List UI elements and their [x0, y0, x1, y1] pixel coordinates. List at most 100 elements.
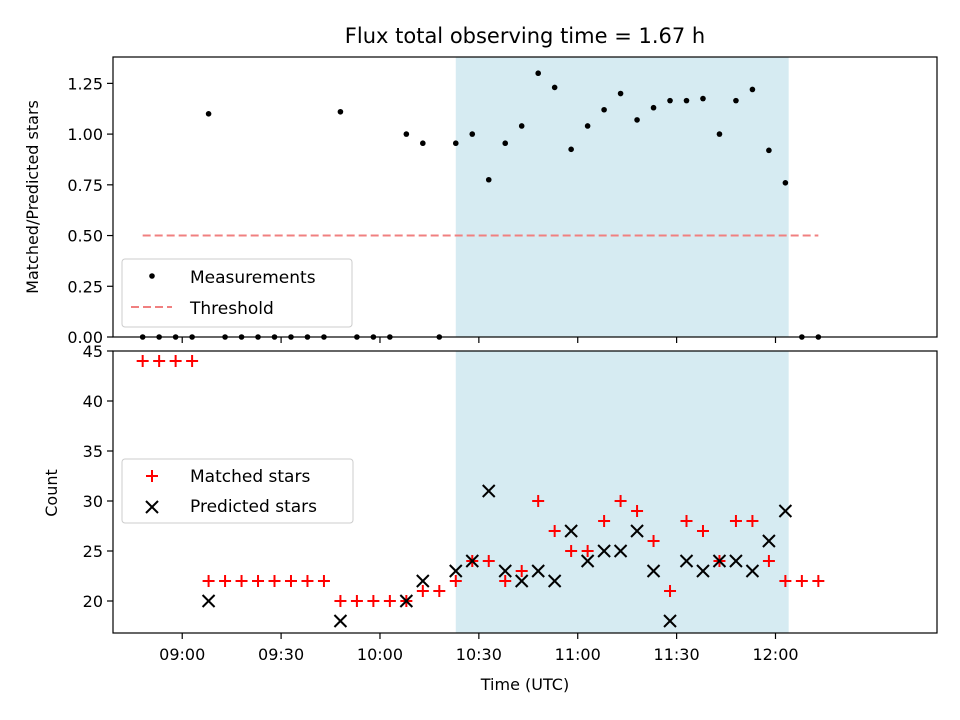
- matched-star-point: [252, 575, 265, 587]
- predicted-star-point: [712, 554, 727, 568]
- measurement-point: [337, 108, 344, 115]
- matched-star-point: [153, 355, 166, 367]
- measurement-point: [766, 147, 772, 154]
- bottom-plot-frame: [112, 350, 938, 634]
- x-tick-label: 10:30: [456, 645, 502, 664]
- legend-matched-marker: [146, 470, 158, 482]
- predicted-star-point: [597, 544, 611, 558]
- measurement-point: [667, 97, 673, 104]
- measurement-point: [650, 104, 657, 111]
- top-marks: [139, 70, 822, 340]
- matched-star-point: [350, 595, 363, 607]
- matched-star-point: [696, 525, 709, 537]
- matched-star-point: [284, 575, 297, 587]
- matched-star-point: [169, 355, 182, 367]
- predicted-star-point: [482, 484, 496, 498]
- y-tick-label: 45: [83, 342, 103, 361]
- y-tick-label: 40: [83, 392, 103, 411]
- predicted-star-point: [729, 554, 743, 568]
- matched-star-point: [614, 495, 627, 507]
- legend-predicted-label: Predicted stars: [190, 497, 317, 517]
- measurement-point: [700, 95, 706, 102]
- x-tick-label: 09:30: [258, 645, 304, 664]
- matched-star-point: [482, 555, 495, 567]
- measurement-point: [617, 90, 624, 97]
- predicted-star-point: [679, 554, 694, 568]
- matched-star-point: [499, 575, 512, 587]
- legend-matched-label: Matched stars: [190, 467, 310, 487]
- predicted-star-point: [449, 564, 463, 578]
- y-tick-label: 1.00: [67, 125, 103, 144]
- measurement-point: [716, 131, 723, 137]
- matched-star-point: [548, 525, 561, 537]
- top-plot-frame: [112, 56, 938, 338]
- predicted-star-point: [646, 564, 661, 578]
- legend-measurements-label: Measurements: [190, 268, 316, 288]
- measurement-point: [568, 146, 574, 153]
- bottom-y-ticks: 20 25 30 35 40 45: [83, 342, 113, 611]
- measurement-point: [502, 140, 509, 147]
- predicted-star-point: [613, 544, 628, 558]
- matched-star-point: [680, 515, 693, 527]
- predicted-star-point: [498, 564, 512, 578]
- matched-star-point: [202, 575, 215, 587]
- x-tick-label: 11:00: [555, 645, 601, 664]
- measurement-point: [634, 117, 640, 123]
- predicted-star-point: [762, 534, 776, 548]
- y-tick-label: 0.50: [67, 227, 103, 246]
- matched-star-point: [762, 555, 775, 567]
- predicted-star-point: [630, 524, 644, 538]
- measurement-point: [420, 140, 426, 147]
- matched-star-point: [317, 575, 330, 587]
- measurement-point: [749, 86, 756, 93]
- measurement-point: [584, 123, 591, 129]
- chart-title: Flux total observing time = 1.67 h: [345, 24, 705, 48]
- matched-star-point: [334, 595, 347, 607]
- predicted-star-point: [696, 564, 710, 578]
- measurement-point: [535, 70, 541, 77]
- legend-threshold-label: Threshold: [189, 299, 274, 319]
- matched-star-point: [795, 575, 808, 587]
- bottom-legend-box: [121, 458, 354, 524]
- measurement-point: [551, 84, 558, 91]
- matched-star-point: [235, 575, 248, 587]
- measurement-point: [683, 97, 690, 104]
- x-tick-label: 09:00: [159, 645, 205, 664]
- matched-star-point: [532, 495, 545, 507]
- matched-star-point: [449, 575, 462, 587]
- bottom-marks: [136, 355, 825, 628]
- top-panel: 0.00 0.25 0.50 0.75 1.00 1.25 Matched/Predict…: [23, 56, 938, 347]
- measurement-point: [601, 106, 607, 113]
- matched-star-point: [515, 565, 528, 577]
- y-tick-label: 0.00: [67, 328, 103, 347]
- matched-star-point: [581, 545, 594, 557]
- predicted-star-point: [745, 564, 760, 578]
- top-x-ticks: [181, 337, 777, 343]
- predicted-star-point: [465, 554, 479, 568]
- predicted-star-point: [778, 504, 793, 518]
- bottom-y-axis-label: Count: [42, 469, 61, 517]
- matched-star-point: [136, 355, 149, 367]
- predicted-star-point: [531, 564, 545, 578]
- bottom-panel: 20 25 30 35 40 45 09:00 09:30 10:00 10:30 11:00 11…: [42, 342, 938, 694]
- matched-star-point: [367, 595, 380, 607]
- matched-star-point: [664, 585, 677, 597]
- predicted-star-point: [514, 574, 529, 588]
- top-shaded-span: [455, 57, 789, 337]
- matched-star-point: [301, 575, 314, 587]
- measurement-point: [733, 97, 739, 104]
- y-tick-label: 0.75: [67, 176, 103, 195]
- matched-star-point: [598, 515, 611, 527]
- matched-star-point: [186, 355, 199, 367]
- legend-predicted-marker: [145, 500, 159, 514]
- matched-star-point: [383, 595, 396, 607]
- top-y-axis-label: Matched/Predicted stars: [23, 100, 42, 294]
- predicted-star-point: [416, 574, 430, 588]
- bottom-legend: Matched stars Predicted stars: [121, 458, 354, 524]
- top-legend-box: [121, 258, 353, 328]
- bottom-shaded-span: [455, 351, 789, 633]
- y-tick-label: 0.25: [67, 277, 103, 296]
- predicted-star-point: [399, 594, 414, 608]
- x-axis-label: Time (UTC): [480, 675, 569, 694]
- matched-star-point: [729, 515, 742, 527]
